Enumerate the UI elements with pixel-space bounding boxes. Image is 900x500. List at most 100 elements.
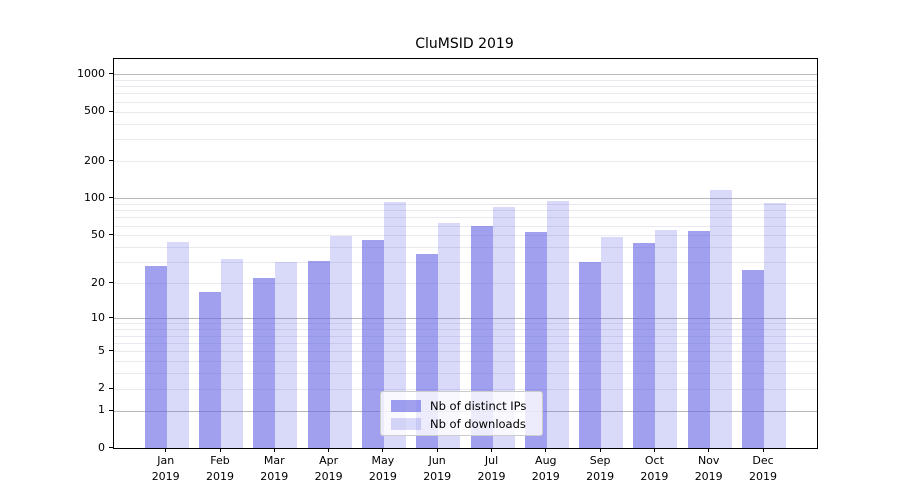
bar-distinct-ips-feb [199,291,221,448]
x-tick-month: Feb [210,454,230,467]
y-tick-label: 1 [98,403,105,416]
x-tick-month: Apr [319,454,339,467]
gridline-minor [114,247,817,248]
x-tick-label-jul: Jul 2019 [462,453,522,485]
y-tick-label: 100 [84,190,105,204]
gridline-minor [114,210,817,212]
y-tick-label: 10 [91,310,105,324]
y-tick-mark [109,387,113,389]
y-tick-mark [109,197,113,199]
gridline-minor [114,323,817,325]
bar-downloads-jan [166,242,189,448]
gridline-major [114,74,817,76]
y-tick-mark [109,409,113,411]
x-tick-year: 2019 [477,470,506,483]
x-tick-year: 2019 [368,470,397,483]
y-tick-mark [109,350,113,351]
x-tick-month: Jan [157,454,175,467]
x-tick-mark [708,448,710,452]
bar-distinct-ips-nov [687,231,710,448]
x-tick-mark [491,448,492,452]
y-tick-mark [109,282,113,284]
gridline-minor [114,373,817,374]
bar-downloads-jul [492,207,515,448]
x-tick-mark [762,448,764,452]
bar-distinct-ips-dec [742,269,764,448]
gridline-minor [114,139,817,141]
legend: Nb of distinct IPs Nb of downloads [380,391,543,436]
y-tick-label: 500 [84,104,105,118]
bar-downloads-feb [221,258,243,448]
gridline-minor [114,101,817,103]
legend-label-distinct-ips: Nb of distinct IPs [430,398,527,413]
gridline-minor [114,329,817,331]
x-tick-month: Jun [428,454,446,467]
x-tick-label-oct: Oct 2019 [624,453,684,485]
x-tick-label-dec: Dec 2019 [733,453,793,485]
x-tick-month: Sep [589,454,611,467]
gridline-minor [114,111,817,113]
x-tick-year: 2019 [260,470,289,483]
x-tick-year: 2019 [423,470,452,483]
x-tick-year: 2019 [151,470,180,483]
x-tick-month: Mar [263,454,285,467]
bar-distinct-ips-apr [307,260,330,448]
y-tick-label: 200 [84,153,105,167]
gridline-minor [114,262,817,264]
bar-downloads-dec [764,203,786,448]
gridline-minor [114,235,817,237]
y-tick-label: 5 [98,343,105,357]
gridline-minor [114,388,817,390]
x-tick-label-feb: Feb 2019 [190,453,250,485]
gridline-minor [114,225,817,227]
y-tick-mark [109,73,113,75]
x-tick-mark [436,448,438,452]
gridline-minor [114,360,817,362]
x-tick-year: 2019 [314,470,343,483]
legend-item-distinct-ips: Nb of distinct IPs [391,397,542,414]
y-tick-mark [109,160,113,161]
x-tick-label-apr: Apr 2019 [299,453,359,485]
gridline-minor [114,283,817,285]
x-tick-month: Jul [484,454,499,467]
x-tick-mark [599,448,601,452]
x-tick-label-may: May 2019 [353,453,413,485]
bar-downloads-sep [601,237,624,448]
legend-swatch-distinct-ips [391,399,421,412]
x-tick-label-jun: Jun 2019 [407,453,467,485]
x-tick-label-aug: Aug 2019 [516,453,576,485]
bar-distinct-ips-may [361,239,384,448]
gridline-minor [114,86,817,88]
x-tick-label-mar: Mar 2019 [244,453,304,485]
y-tick-mark [109,447,113,448]
gridline-minor [114,342,817,344]
y-tick-mark [109,234,113,236]
x-tick-year: 2019 [640,470,669,483]
bar-distinct-ips-sep [579,262,602,448]
x-tick-year: 2019 [206,470,234,483]
legend-item-downloads: Nb of downloads [391,415,542,432]
bar-downloads-mar [275,262,298,448]
x-tick-label-jan: Jan 2019 [136,453,196,485]
x-tick-month: Aug [535,454,557,467]
gridline-minor [114,335,817,337]
x-tick-year: 2019 [531,470,560,483]
gridline-major [114,198,817,200]
x-tick-mark [219,448,221,452]
gridline-minor [114,203,817,205]
y-tick-label: 2 [98,381,105,395]
legend-label-downloads: Nb of downloads [430,416,526,431]
gridline-major [114,318,817,320]
x-tick-mark [382,448,384,452]
x-tick-mark [545,448,547,452]
gridline-minor [114,79,817,81]
x-tick-label-nov: Nov 2019 [679,453,739,485]
gridline-minor [114,217,817,219]
bar-downloads-nov [709,190,732,448]
gridline-minor [114,123,817,125]
bar-downloads-apr [329,236,352,448]
y-tick-label: 50 [91,227,105,241]
y-tick-mark [109,110,113,112]
x-tick-mark [165,448,167,452]
